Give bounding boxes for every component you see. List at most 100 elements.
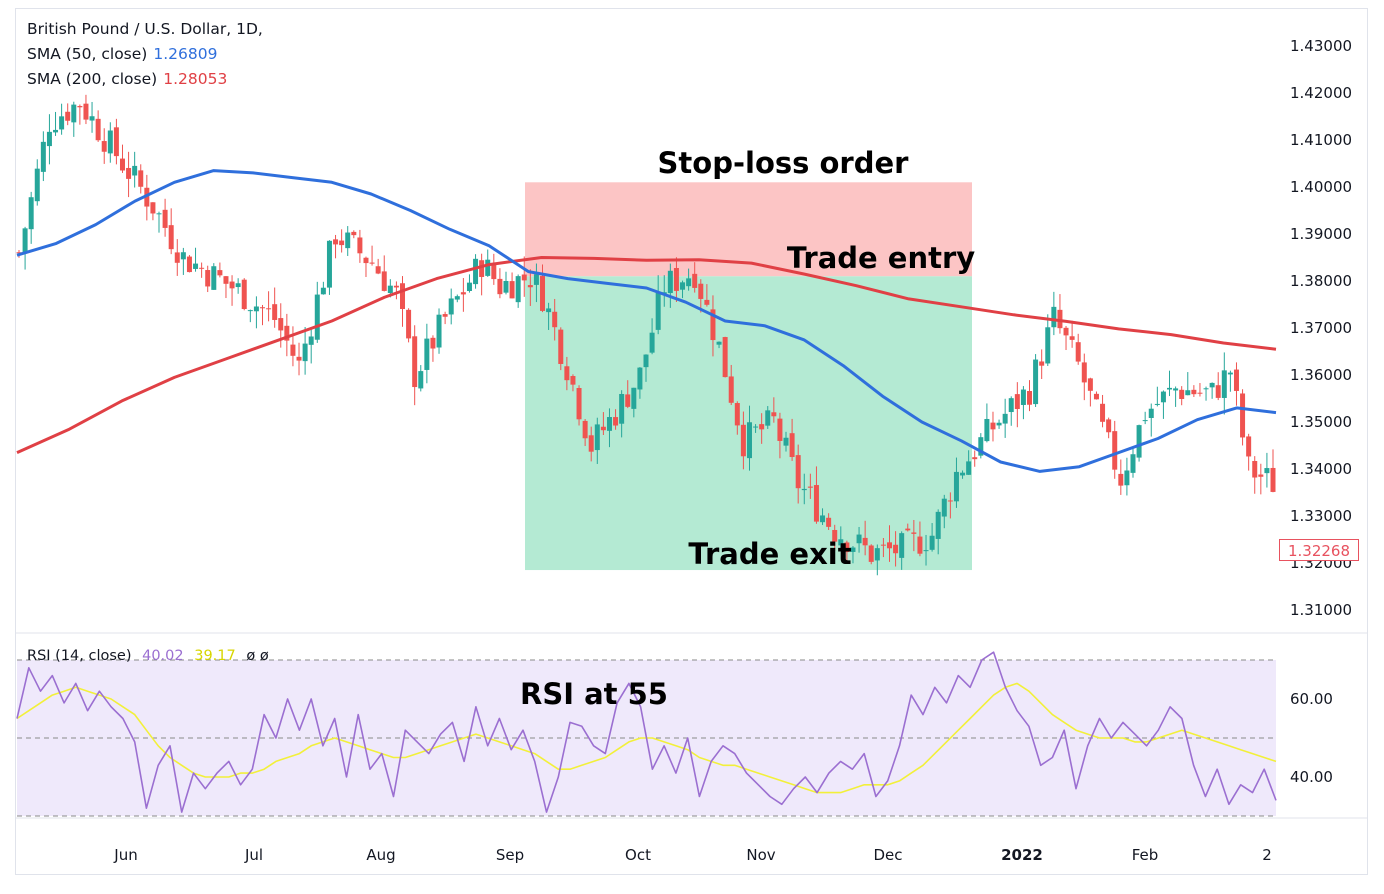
candle-body [247, 310, 253, 312]
candle-body [637, 367, 643, 390]
candle-body [893, 544, 899, 554]
legend-sma50: SMA (50, close) 1.26809 [27, 45, 218, 63]
candle-body [625, 394, 631, 407]
candle-body [217, 270, 223, 276]
candle-body [1173, 388, 1179, 391]
chart-frame [15, 8, 1368, 875]
candle-body [546, 308, 552, 313]
candle-body [132, 165, 138, 176]
candle-body [460, 292, 466, 295]
candle-body [789, 433, 795, 458]
candle-body [868, 545, 874, 562]
candle-body [199, 267, 205, 269]
candle-body [503, 280, 509, 293]
price-axis-label: 1.34000 [1290, 460, 1352, 478]
candle-body [1020, 389, 1026, 405]
candle-body [466, 282, 472, 292]
candle-body [582, 420, 588, 439]
candle-body [363, 257, 369, 264]
candle-body [180, 252, 186, 260]
candle-body [1221, 370, 1227, 398]
candle-body [491, 262, 497, 280]
candle-body [266, 308, 272, 310]
rsi-ma-value: 39.17 [194, 648, 236, 664]
candle-body [1160, 391, 1166, 403]
candle-body [1197, 392, 1203, 394]
candle-body [156, 213, 162, 215]
candle-body [521, 274, 527, 281]
candle-body [290, 344, 296, 356]
rsi-extra: ø ø [246, 648, 269, 664]
candle-body [95, 118, 101, 141]
candle-body [326, 240, 332, 288]
candle-body [1087, 378, 1093, 391]
candle-body [923, 550, 929, 552]
candle-body [680, 282, 686, 290]
candle-body [448, 298, 454, 315]
time-axis-label: Sep [496, 846, 524, 864]
candle-body [1240, 393, 1246, 438]
candle-body [485, 259, 491, 276]
candle-body [387, 285, 393, 293]
candle-body [150, 202, 156, 214]
candle-body [308, 336, 314, 345]
rsi-legend: RSI (14, close) 40.02 39.17 ø ø [27, 648, 269, 664]
candle-body [947, 500, 953, 502]
candle-body [284, 325, 290, 341]
candle-body [801, 488, 807, 491]
candle-body [686, 278, 692, 287]
stop-loss-zone [525, 182, 972, 277]
candle-body [619, 393, 625, 424]
candle-body [1148, 408, 1154, 418]
price-axis-label: 1.38000 [1290, 272, 1352, 290]
time-axis-label: Aug [366, 846, 395, 864]
rsi-axis-label: 40.00 [1290, 768, 1333, 786]
candle-body [1093, 393, 1099, 400]
candle-body [911, 532, 917, 534]
candle-body [1069, 336, 1075, 340]
candle-body [1246, 436, 1252, 457]
candle-body [564, 366, 570, 381]
candle-body [28, 197, 34, 230]
last-price-tag: 1.32268 [1279, 539, 1359, 561]
candle-body [1130, 454, 1136, 473]
candle-body [1118, 473, 1124, 486]
candle-body [193, 263, 199, 269]
candle-body [606, 417, 612, 431]
time-axis-label: Oct [625, 846, 651, 864]
candle-body [1185, 390, 1191, 396]
candle-body [436, 314, 442, 348]
candle-body [966, 461, 972, 475]
candle-body [412, 336, 418, 388]
candle-body [357, 237, 363, 254]
candle-body [734, 403, 740, 426]
candle-body [205, 270, 211, 287]
rsi-value: 40.02 [142, 648, 184, 664]
candle-body [533, 274, 539, 285]
candle-body [728, 376, 734, 403]
candle-body [65, 111, 71, 121]
candle-body [978, 437, 984, 456]
candle-body [1233, 369, 1239, 391]
candle-body [1209, 382, 1215, 388]
candle-body [960, 472, 966, 476]
price-axis-label: 1.43000 [1290, 37, 1352, 55]
rsi-line [16, 651, 1277, 813]
candle-body [1227, 372, 1233, 375]
candle-body [972, 457, 978, 460]
candle-body [46, 131, 52, 147]
candle-body [339, 240, 345, 246]
candle-body [59, 116, 65, 130]
candle-body [1075, 342, 1081, 362]
candle-body [722, 337, 728, 378]
candle-body [996, 422, 1002, 426]
candle-body [22, 228, 28, 254]
price-axis-label: 1.40000 [1290, 178, 1352, 196]
candle-body [406, 309, 412, 339]
candle-body [1191, 389, 1197, 395]
candle-body [984, 418, 990, 442]
candle-body [880, 544, 886, 546]
candle-body [16, 252, 22, 254]
candle-body [540, 276, 546, 311]
